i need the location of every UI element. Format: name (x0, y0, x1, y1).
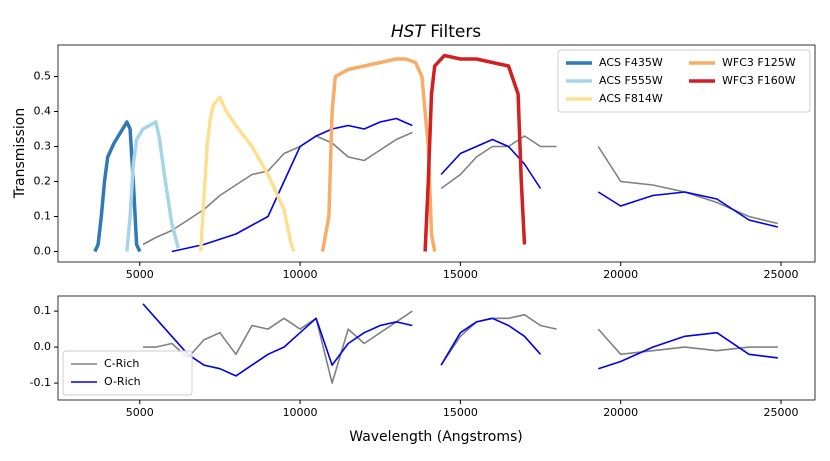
legend-label: ACS F814W (599, 92, 663, 105)
y-tick-label: 0.0 (34, 245, 52, 258)
y-tick-label: -0.1 (30, 376, 51, 389)
y-axis-label: Transmission (12, 108, 28, 199)
y-tick-label: 0.1 (34, 210, 52, 223)
legend-label: ACS F435W (599, 56, 663, 69)
plot-frame (57, 295, 816, 401)
title-emphasis: HST (391, 22, 427, 42)
legend-label: C-Rich (104, 357, 139, 370)
legend-box (62, 350, 193, 396)
series-line (320, 57, 437, 252)
legend-label: WFC3 F160W (722, 74, 796, 87)
x-tick-label: 10000 (283, 268, 318, 281)
x-tick-label: 15000 (443, 268, 478, 281)
x-tick-label: 15000 (443, 406, 478, 419)
series-line (423, 53, 527, 252)
x-tick-label: 20000 (603, 268, 638, 281)
legend-label: ACS F555W (599, 74, 663, 87)
y-tick-label: 0.2 (34, 175, 52, 188)
legend-label: O-Rich (104, 375, 141, 388)
series-line (142, 131, 778, 246)
series-line (171, 117, 778, 253)
y-tick-label: 0.5 (34, 70, 52, 83)
y-tick-label: 0.1 (34, 304, 52, 317)
series-line (198, 95, 296, 253)
x-tick-label: 10000 (283, 406, 318, 419)
x-tick-label: 20000 (603, 406, 638, 419)
chart-title: HST Filters (391, 22, 481, 42)
y-tick-label: 0.3 (34, 140, 52, 153)
series-line (142, 303, 778, 377)
x-tick-label: 25000 (764, 268, 799, 281)
series-line (125, 120, 180, 252)
y-tick-label: 0.0 (34, 340, 52, 353)
legend-box (557, 49, 811, 113)
series-line (143, 310, 778, 384)
title-text: Filters (430, 22, 481, 42)
x-tick-label: 25000 (764, 406, 799, 419)
x-tick-label: 5000 (126, 406, 154, 419)
plot-frame (57, 44, 816, 263)
x-tick-label: 5000 (126, 268, 154, 281)
x-axis-label: Wavelength (Angstroms) (349, 429, 523, 445)
series-line (93, 120, 142, 253)
legend-label: WFC3 F125W (722, 56, 796, 69)
y-tick-label: 0.4 (34, 105, 52, 118)
